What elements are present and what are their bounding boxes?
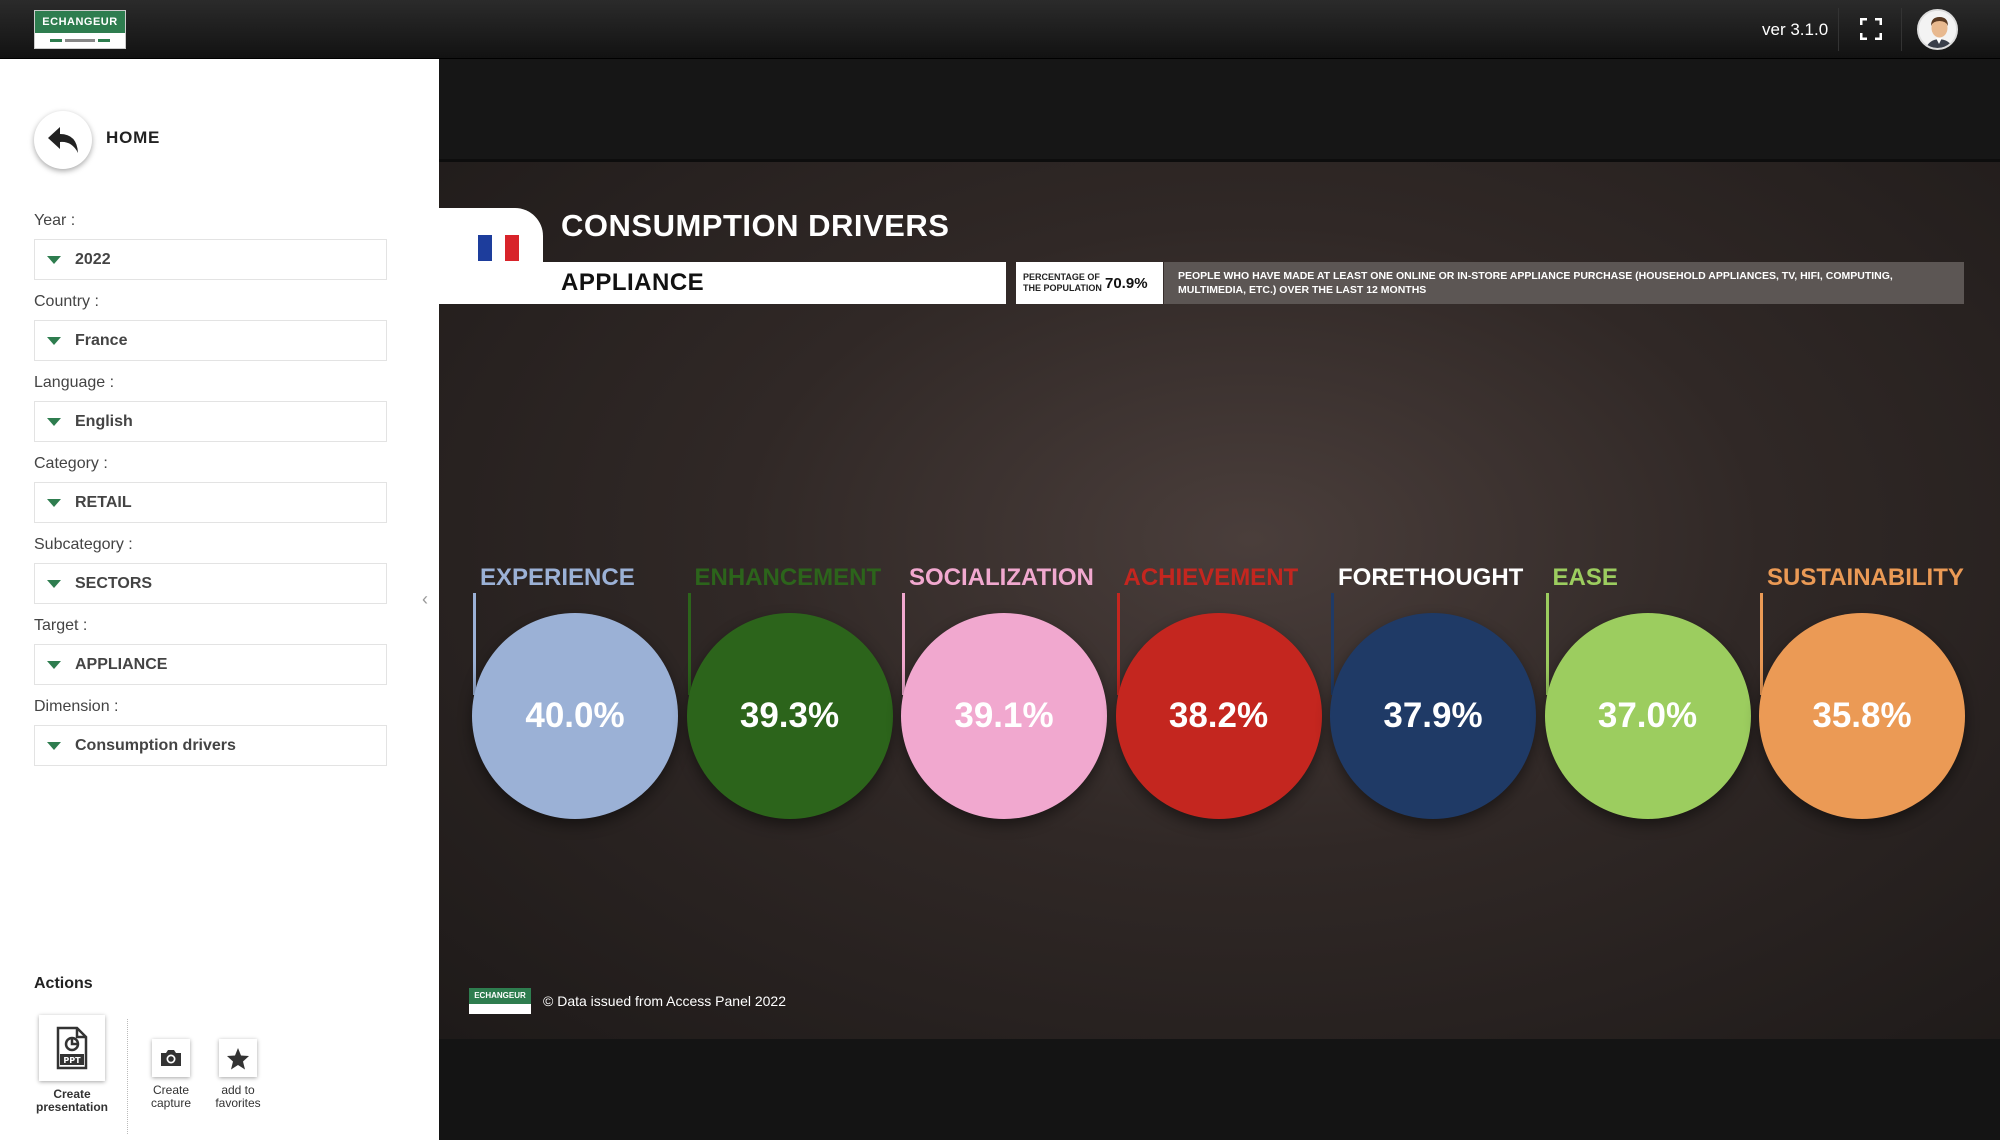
- create-capture-label: Create capture: [150, 1083, 192, 1110]
- driver-bubble-forethought: 37.9%: [1330, 613, 1536, 819]
- caret-down-icon: [47, 255, 61, 264]
- country-label: Country :: [34, 293, 99, 310]
- driver-marker-enhancement: [687, 593, 691, 695]
- driver-marker-forethought: [1331, 593, 1334, 695]
- create-presentation-button[interactable]: PPT Create presentation: [36, 1015, 109, 1114]
- target-value: APPLIANCE: [75, 655, 168, 673]
- driver-bubble-socialization: 39.1%: [901, 613, 1107, 819]
- create-capture-button[interactable]: Create capture: [150, 1039, 192, 1110]
- driver-bubble-enhancement: 39.3%: [686, 613, 893, 819]
- report-canvas: CONSUMPTION DRIVERS APPLIANCE PERCENTAGE…: [439, 159, 2000, 1039]
- home-button[interactable]: [34, 111, 92, 169]
- category-value: RETAIL: [75, 493, 132, 511]
- collapse-sidebar-icon[interactable]: ‹: [422, 589, 428, 609]
- driver-marker-sustainability: [1760, 593, 1763, 695]
- subcategory-label: Subcategory :: [34, 536, 133, 553]
- main-top-band: [439, 59, 2000, 159]
- driver-label-forethought: FORETHOUGHT: [1338, 564, 1524, 591]
- driver-label-enhancement: ENHANCEMENT: [694, 564, 882, 591]
- top-bar: ECHANGEUR ver 3.1.0: [0, 0, 2000, 59]
- driver-marker-ease: [1545, 593, 1549, 695]
- driver-label-achievement: ACHIEVEMENT: [1123, 564, 1299, 591]
- driver-marker-socialization: [902, 593, 905, 695]
- language-value: English: [75, 412, 133, 430]
- echangeur-logo[interactable]: ECHANGEUR: [34, 10, 126, 49]
- fullscreen-icon[interactable]: [1859, 17, 1883, 41]
- driver-bubble-sustainability: 35.8%: [1759, 613, 1965, 819]
- back-arrow-icon: [48, 127, 78, 153]
- dimension-value: Consumption drivers: [75, 736, 236, 754]
- caret-down-icon: [47, 498, 61, 507]
- driver-bubble-achievement: 38.2%: [1115, 613, 1322, 819]
- driver-label-socialization: SOCIALIZATION: [909, 564, 1094, 591]
- population-box: PERCENTAGE OF THE POPULATION 70.9%: [1016, 262, 1163, 304]
- caret-down-icon: [47, 336, 61, 345]
- category-select[interactable]: RETAIL: [34, 482, 387, 523]
- driver-bubble-ease: 37.0%: [1544, 613, 1751, 819]
- subcategory-select[interactable]: SECTORS: [34, 563, 387, 604]
- svg-text:PPT: PPT: [63, 1056, 81, 1065]
- user-avatar[interactable]: [1917, 9, 1958, 50]
- dimension-label: Dimension :: [34, 698, 119, 715]
- main-bottom-band: [439, 1039, 2000, 1140]
- caret-down-icon: [47, 579, 61, 588]
- year-label: Year :: [34, 212, 76, 229]
- driver-marker-achievement: [1116, 593, 1120, 695]
- report-subtitle: APPLIANCE: [561, 269, 705, 296]
- version-label: ver 3.1.0: [1762, 20, 1829, 39]
- driver-label-experience: EXPERIENCE: [480, 564, 635, 591]
- target-select[interactable]: APPLIANCE: [34, 644, 387, 685]
- driver-bubble-experience: 40.0%: [472, 613, 678, 819]
- actions-title: Actions: [34, 975, 93, 992]
- target-description: PEOPLE WHO HAVE MADE AT LEAST ONE ONLINE…: [1164, 262, 1964, 304]
- caret-down-icon: [47, 660, 61, 669]
- footer-copyright: © Data issued from Access Panel 2022: [543, 993, 786, 1009]
- year-select[interactable]: 2022: [34, 239, 387, 280]
- add-to-favorites-label: add to favorites: [215, 1083, 261, 1110]
- home-label: HOME: [106, 128, 161, 147]
- country-select[interactable]: France: [34, 320, 387, 361]
- sidebar: HOME Year : 2022 Country : France Langua…: [0, 59, 439, 1140]
- star-icon: [227, 1047, 249, 1069]
- target-label: Target :: [34, 617, 88, 634]
- category-label: Category :: [34, 455, 108, 472]
- report-title: CONSUMPTION DRIVERS: [561, 208, 950, 243]
- population-value: 70.9%: [1105, 274, 1148, 292]
- camera-icon: [161, 1050, 181, 1066]
- ppt-icon: PPT: [56, 1026, 88, 1070]
- france-flag: [478, 235, 520, 261]
- language-select[interactable]: English: [34, 401, 387, 442]
- language-label: Language :: [34, 374, 115, 391]
- create-presentation-label: Create presentation: [36, 1087, 109, 1114]
- logo-text: ECHANGEUR: [35, 11, 125, 33]
- driver-marker-experience: [473, 593, 476, 695]
- dimension-select[interactable]: Consumption drivers: [34, 725, 387, 766]
- caret-down-icon: [47, 741, 61, 750]
- footer-logo: ECHANGEUR: [469, 988, 531, 1014]
- add-to-favorites-button[interactable]: add to favorites: [215, 1039, 261, 1110]
- caret-down-icon: [47, 417, 61, 426]
- subcategory-value: SECTORS: [75, 574, 153, 592]
- year-value: 2022: [75, 250, 111, 268]
- driver-label-ease: EASE: [1552, 564, 1618, 591]
- country-value: France: [75, 331, 128, 349]
- driver-label-sustainability: SUSTAINABILITY: [1767, 564, 1964, 591]
- population-label: PERCENTAGE OF THE POPULATION: [1023, 272, 1102, 293]
